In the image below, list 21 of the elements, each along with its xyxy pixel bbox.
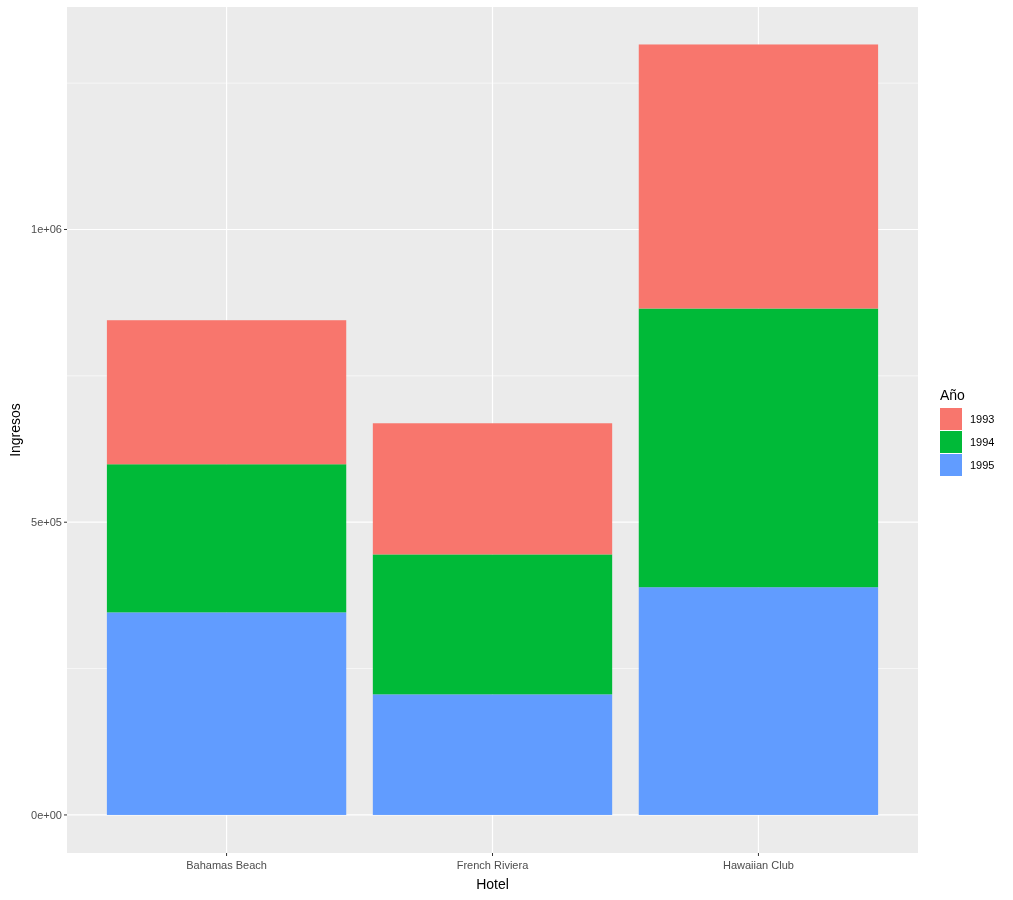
- bar: [638, 587, 879, 815]
- bar: [106, 320, 347, 465]
- bar: [372, 423, 613, 555]
- bar: [638, 44, 879, 309]
- legend-title: Año: [940, 387, 966, 403]
- bar: [106, 464, 347, 613]
- legend-label: 1993: [970, 412, 995, 425]
- legend-label: 1994: [970, 435, 995, 448]
- legend-label: 1995: [970, 458, 995, 471]
- bar: [372, 554, 613, 695]
- x-tick-label: Hawaiian Club: [722, 859, 794, 871]
- y-tick-label: 5e+05: [31, 516, 62, 529]
- bar: [638, 308, 879, 588]
- bar: [372, 694, 613, 815]
- y-tick-label: 1e+06: [31, 223, 62, 236]
- y-tick-label: 0e+00: [31, 808, 62, 821]
- x-tick-label: French Riviera: [456, 859, 530, 871]
- y-axis-title: Ingresos: [7, 403, 23, 457]
- x-tick-label: Bahamas Beach: [186, 859, 267, 871]
- bar: [106, 612, 347, 815]
- x-axis-title: Hotel: [476, 876, 509, 892]
